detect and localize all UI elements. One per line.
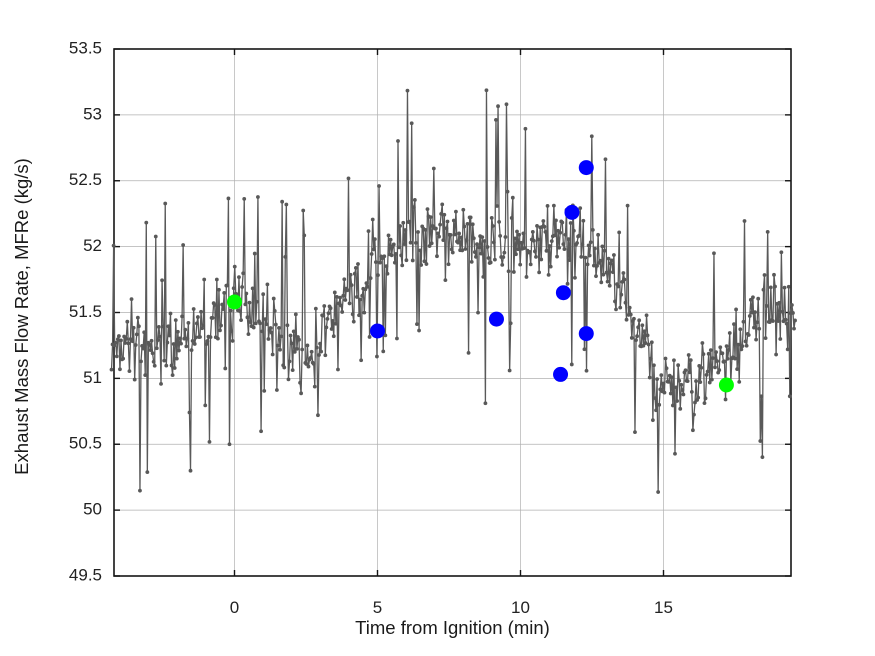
svg-text:5: 5 xyxy=(373,598,382,617)
svg-text:10: 10 xyxy=(511,598,530,617)
svg-text:51: 51 xyxy=(83,368,102,387)
svg-text:51.5: 51.5 xyxy=(69,302,102,321)
svg-text:15: 15 xyxy=(654,598,673,617)
svg-text:49.5: 49.5 xyxy=(69,565,102,584)
svg-text:53.5: 53.5 xyxy=(69,38,102,57)
svg-text:52: 52 xyxy=(83,236,102,255)
svg-text:53: 53 xyxy=(83,104,102,123)
svg-text:0: 0 xyxy=(230,598,239,617)
svg-text:50.5: 50.5 xyxy=(69,434,102,453)
svg-text:50: 50 xyxy=(83,500,102,519)
svg-text:Time from Ignition (min): Time from Ignition (min) xyxy=(355,617,550,638)
svg-text:Exhaust Mass Flow Rate, MFRe (: Exhaust Mass Flow Rate, MFRe (kg/s) xyxy=(11,158,32,475)
svg-text:52.5: 52.5 xyxy=(69,170,102,189)
